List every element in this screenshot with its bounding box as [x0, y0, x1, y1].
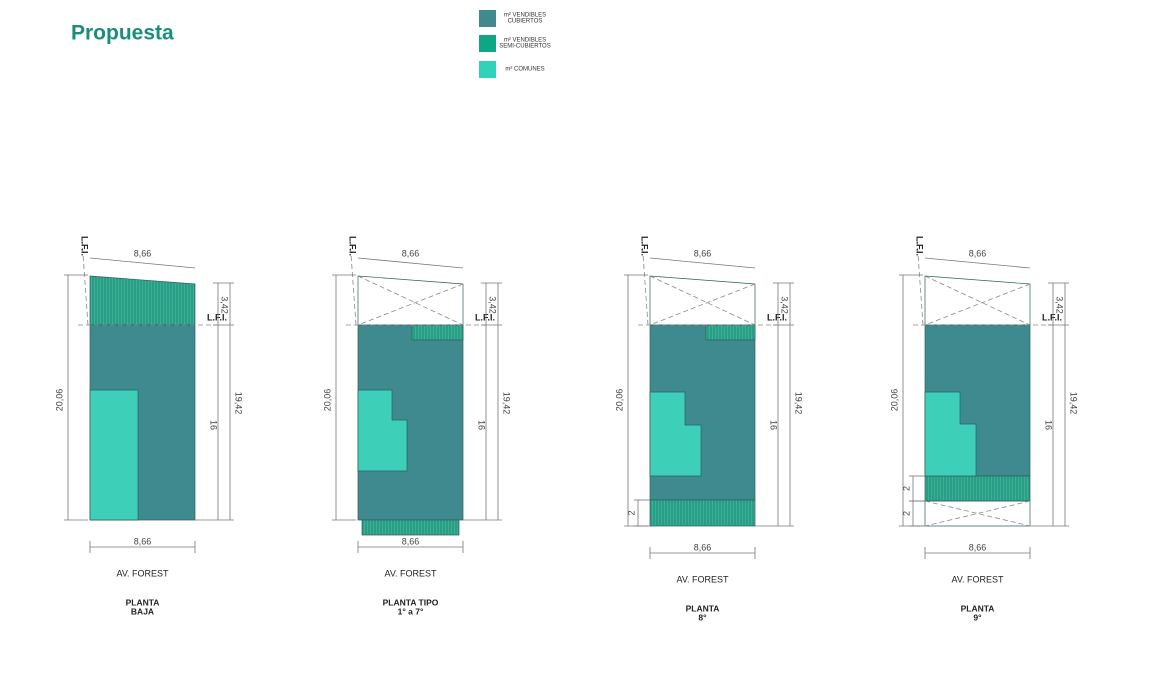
- semi-covered-area: [89, 275, 196, 326]
- dim-label: 20,06: [889, 389, 899, 412]
- page-title: Propuesta: [71, 22, 174, 45]
- legend-label: m² COMUNES: [505, 67, 544, 73]
- lfi-label: L.F.I.: [207, 312, 227, 322]
- semi-covered-area: [649, 499, 756, 527]
- legend-swatch: [479, 35, 496, 52]
- dim-line: [357, 257, 464, 269]
- dim-label: 8,66: [134, 536, 152, 546]
- common-area: [649, 391, 702, 477]
- street-label: AV. FOREST: [384, 568, 437, 578]
- lfi-line: [349, 239, 357, 326]
- semi-covered-area: [705, 324, 756, 341]
- lfi-label: L.F.I.: [475, 312, 495, 322]
- dim-label: 3,42: [488, 296, 498, 314]
- lfi-line: [81, 239, 89, 326]
- dim-label: 8,66: [969, 248, 987, 258]
- common-area: [89, 389, 139, 521]
- cross-line: [649, 275, 756, 326]
- cross-line: [924, 500, 1031, 527]
- dim-line: [649, 257, 756, 269]
- lfi-label: L.F.I.: [640, 236, 650, 256]
- plan-title: BAJA: [131, 606, 154, 616]
- cross-line: [649, 283, 756, 326]
- cross-line: [924, 275, 1031, 326]
- common-area: [357, 389, 408, 472]
- plan-title: PLANTA: [686, 603, 720, 613]
- plan-title: 8°: [698, 612, 707, 622]
- dim-label: 19,42: [234, 392, 244, 415]
- plan-title: PLANTA: [126, 597, 160, 607]
- legend-swatch: [479, 61, 496, 78]
- dim-label: 2: [626, 510, 636, 515]
- cross-line: [924, 283, 1031, 326]
- dim-label: 16: [477, 420, 487, 430]
- dim-label: 20,06: [614, 389, 624, 412]
- dim-label: 19,42: [794, 392, 804, 415]
- dim-label: 16: [769, 420, 779, 430]
- dim-label: 8,66: [402, 248, 420, 258]
- dim-label: 3,42: [780, 296, 790, 314]
- dim-label: 8,66: [134, 248, 152, 258]
- lfi-line: [916, 239, 924, 326]
- dim-line: [924, 257, 1031, 269]
- dim-label: 19,42: [1069, 392, 1079, 415]
- plan-title: PLANTA TIPO: [383, 597, 439, 607]
- dim-line: [89, 257, 196, 269]
- dim-label: 3,42: [1055, 296, 1065, 314]
- dim-label: 2: [901, 511, 911, 516]
- semi-covered-area: [361, 519, 460, 536]
- cross-line: [357, 283, 464, 326]
- street-label: AV. FOREST: [116, 568, 169, 578]
- legend-label: m² VENDIBLES: [504, 13, 546, 19]
- dim-label: 3,42: [220, 296, 230, 314]
- lfi-label: L.F.I.: [348, 236, 358, 256]
- plan-title: PLANTA: [961, 603, 995, 613]
- dim-label: 8,66: [694, 542, 712, 552]
- dim-label: 2: [901, 486, 911, 491]
- dim-label: 20,06: [54, 389, 64, 412]
- street-label: AV. FOREST: [676, 574, 729, 584]
- cross-line: [357, 275, 464, 326]
- cross-line: [924, 500, 1031, 527]
- plan-title: 1° a 7°: [398, 606, 424, 616]
- street-label: AV. FOREST: [951, 574, 1004, 584]
- dim-label: 20,06: [322, 389, 332, 412]
- dim-label: 19,42: [502, 392, 512, 415]
- plan-title: 9°: [973, 612, 982, 622]
- legend-swatch: [479, 10, 496, 27]
- lfi-label: L.F.I.: [767, 312, 787, 322]
- semi-covered-area: [411, 324, 464, 341]
- dim-label: 16: [209, 420, 219, 430]
- lfi-line: [641, 239, 649, 326]
- legend-label: SEMI-CUBIERTOS: [499, 44, 550, 50]
- semi-covered-area: [924, 475, 1031, 502]
- lfi-label: L.F.I.: [1042, 312, 1062, 322]
- dim-label: 8,66: [969, 542, 987, 552]
- legend-label: CUBIERTOS: [508, 19, 543, 25]
- dim-label: 8,66: [694, 248, 712, 258]
- dim-label: 8,66: [402, 536, 420, 546]
- dim-label: 16: [1044, 420, 1054, 430]
- lfi-label: L.F.I.: [80, 236, 90, 256]
- lfi-label: L.F.I.: [915, 236, 925, 256]
- legend-label: m² VENDIBLES: [504, 38, 546, 44]
